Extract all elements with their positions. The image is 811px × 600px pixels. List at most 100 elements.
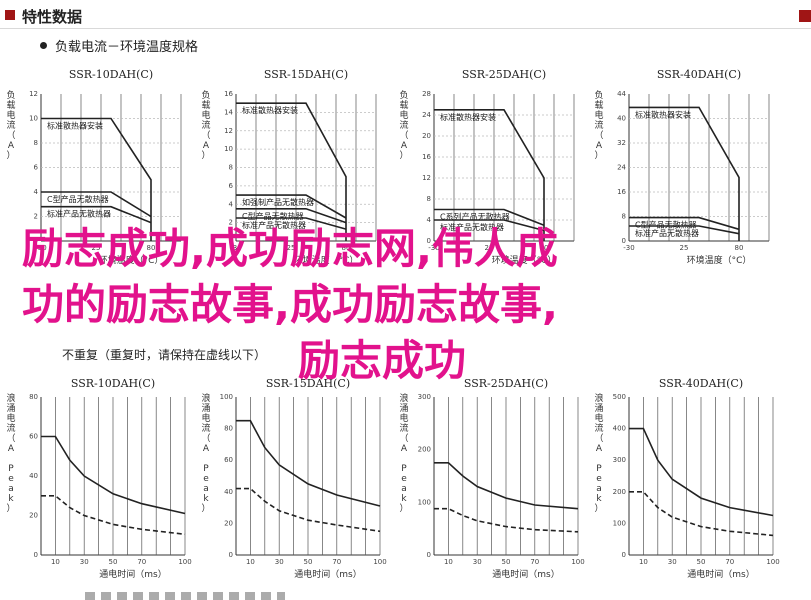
ylabel-char: k (401, 494, 407, 504)
x-tick-label: 80 (342, 244, 351, 252)
y-tick-label: 0 (427, 551, 431, 559)
x-tick-label: 50 (697, 558, 706, 566)
series-label: C型产品无散热器 (635, 220, 697, 230)
ylabel-char: 载 (594, 99, 603, 111)
y-tick-label: 400 (613, 425, 626, 433)
header-corner-icon (799, 10, 811, 22)
series-line (236, 102, 347, 241)
x-tick-label: 25 (485, 244, 494, 252)
y-tick-label: 200 (418, 446, 431, 454)
series-line (236, 487, 381, 533)
y-tick-label: 20 (224, 519, 233, 527)
ylabel-char: （ (399, 433, 408, 444)
series-label: 如强制产品无散热器 (242, 197, 314, 207)
x-tick-label: 25 (287, 244, 296, 252)
surge-note: 不重复（重复时，请保持在虚线以下） (62, 348, 267, 362)
y-tick-label: 12 (29, 90, 38, 98)
y-tick-label: 8 (229, 164, 233, 172)
x-axis-label: 通电时间（ms） (492, 568, 559, 580)
series-line (629, 225, 740, 235)
series-label: 标准产品无散热器 (242, 220, 306, 230)
y-tick-label: 100 (613, 519, 626, 527)
ylabel-char: 电 (201, 109, 210, 121)
y-tick-label: 40 (29, 472, 38, 480)
ylabel-char: A (203, 444, 210, 454)
y-tick-label: 10 (224, 145, 233, 153)
chart-title: SSR-40DAH(C) (657, 68, 741, 81)
series-line (434, 208, 545, 227)
ylabel-char: 涌 (399, 403, 408, 414)
x-axis-label: 通电时间（ms） (687, 568, 754, 580)
y-tick-label: 16 (617, 188, 626, 196)
x-tick-label: 100 (766, 558, 779, 566)
chart-title: SSR-15DAH(C) (264, 68, 348, 81)
ylabel-char: 载 (6, 99, 15, 111)
y-tick-label: 20 (422, 132, 431, 140)
header-accent-square (5, 10, 15, 20)
series-label: 标准散热器安装 (47, 121, 103, 131)
series-line (629, 427, 774, 517)
series-label: 标准散热器安装 (440, 112, 496, 122)
y-tick-label: 0 (34, 237, 38, 245)
y-tick-label: 6 (229, 182, 234, 190)
ylabel-char: A (8, 444, 15, 454)
y-tick-label: 0 (427, 237, 431, 245)
ylabel-char: 负 (6, 89, 15, 101)
series-line (236, 208, 347, 224)
ylabel-char: P (203, 464, 209, 474)
chart-title: SSR-40DAH(C) (659, 377, 743, 390)
y-tick-label: 4 (427, 216, 432, 224)
series-line (41, 435, 186, 515)
series-line (434, 462, 579, 510)
y-tick-label: 4 (34, 188, 39, 196)
ylabel-char: e (596, 474, 602, 484)
ylabel-char: 涌 (594, 403, 603, 414)
series-label: 标准产品无散热器 (47, 209, 111, 219)
section-header: 特性数据 (0, 0, 811, 30)
ylabel-char: （ (594, 130, 603, 141)
y-tick-label: 0 (229, 551, 233, 559)
y-tick-label: 8 (622, 213, 626, 221)
load-chart-3: SSR-25DAH(C) 负载电流（A） 28 24 20 16 12 8 4 0 -30 25 80 环… (398, 66, 593, 282)
ylabel-char: k (203, 494, 209, 504)
y-tick-label: 4 (229, 200, 234, 208)
ylabel-char: （ (6, 433, 15, 444)
ylabel-char: 流 (6, 119, 15, 131)
x-tick-label: 10 (246, 558, 255, 566)
y-tick-label: 500 (613, 393, 626, 401)
ylabel-char: 电 (594, 109, 603, 121)
series-line (41, 495, 186, 536)
x-tick-label: 25 (92, 244, 101, 252)
chart-title: SSR-25DAH(C) (462, 68, 546, 81)
y-tick-label: 40 (224, 488, 233, 496)
ylabel-char: A (401, 141, 408, 151)
ylabel-char: 电 (399, 412, 408, 424)
ylabel-char: 流 (201, 422, 210, 434)
overlay-line-3: 励志成功 (298, 336, 467, 385)
ylabel-char: 浪 (6, 392, 15, 404)
x-tick-label: 80 (147, 244, 156, 252)
chart-svg: SSR-15DAH(C) 负载电流（A） 16 14 12 10 8 6 4 2 0-30 25 80 环… (201, 68, 377, 266)
bullet-text: 负载电流－环境温度规格 (55, 40, 199, 55)
series-label: C型产品无散热器 (242, 211, 304, 221)
series-label: 标准散热器安装 (242, 105, 298, 115)
ylabel-char: 浪 (594, 392, 603, 404)
x-tick-label: 10 (51, 558, 60, 566)
ylabel-char: P (401, 464, 407, 474)
y-tick-label: 12 (422, 174, 431, 182)
ylabel-char: k (596, 494, 602, 504)
y-tick-label: 0 (622, 551, 626, 559)
ylabel-char: P (596, 464, 602, 474)
series-label: C系列产品无散热器 (440, 212, 510, 222)
x-tick-label: -30 (230, 244, 241, 252)
x-tick-label: 80 (540, 244, 549, 252)
y-tick-label: 24 (422, 111, 431, 119)
x-tick-label: 30 (80, 558, 89, 566)
chart-title: SSR-25DAH(C) (464, 377, 548, 390)
